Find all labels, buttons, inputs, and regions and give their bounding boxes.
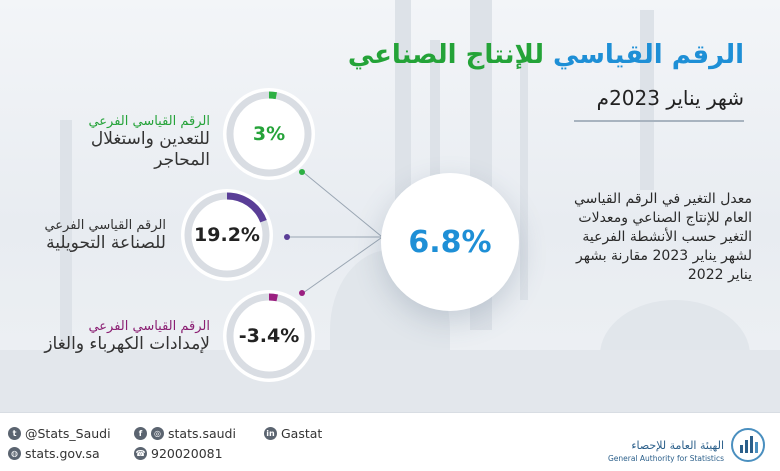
main-value-circle: 6.8%	[381, 173, 519, 311]
electricity-value: -3.4%	[238, 325, 300, 347]
label-mining-line1: للتعدين واستغلال	[90, 129, 210, 149]
twitter-link[interactable]: t @Stats_Saudi	[8, 426, 111, 441]
ring-manufacturing-track	[184, 192, 270, 278]
website-link[interactable]: ◍ stats.gov.sa	[8, 446, 100, 461]
ring-mining-track	[226, 91, 312, 177]
connector-dot-manufacturing	[284, 234, 290, 240]
ring-manufacturing: 19.2%	[181, 189, 273, 281]
description-line: لشهر يناير 2023 مقارنة بشهر	[576, 248, 752, 264]
label-mining-top: الرقم القياسي الفرعي	[88, 114, 210, 129]
instagram-link[interactable]: f ◎ stats.saudi	[134, 426, 236, 441]
mining-value: 3%	[252, 123, 286, 145]
label-mining-line2: المحاجر	[154, 150, 210, 170]
title-part-green: للإنتاج الصناعي	[347, 40, 544, 70]
manufacturing-value: 19.2%	[194, 224, 260, 246]
ring-electricity-arc	[226, 293, 312, 379]
connector-lines	[284, 169, 382, 296]
connector-dot-mining	[299, 169, 305, 175]
page-title: الرقم القياسي للإنتاج الصناعي	[348, 40, 744, 70]
footer: t @Stats_Saudi f ◎ stats.saudi in Gastat…	[0, 412, 780, 471]
subtitle-underline	[574, 120, 744, 122]
twitter-icon: t	[8, 427, 21, 440]
phone-link[interactable]: ☎ 920020081	[134, 446, 223, 461]
instagram-icon: ◎	[151, 427, 164, 440]
label-electricity-top: الرقم القياسي الفرعي	[88, 319, 210, 334]
label-mining: الرقم القياسي الفرعي للتعدين واستغلال ال…	[88, 114, 210, 171]
title-part-blue: الرقم القياسي	[553, 40, 744, 70]
ring-manufacturing-arc	[184, 192, 270, 278]
facebook-icon: f	[134, 427, 147, 440]
org-name-arabic: الهيئة العامة للإحصاء	[631, 439, 724, 452]
twitter-handle: @Stats_Saudi	[25, 426, 111, 441]
description-text: معدل التغير في الرقم القياسي العام للإنت…	[557, 190, 752, 285]
label-manufacturing-line1: للصناعة التحويلية	[46, 233, 166, 253]
ring-electricity: -3.4%	[223, 290, 315, 382]
label-manufacturing: الرقم القياسي الفرعي للصناعة التحويلية	[44, 218, 166, 254]
phone-number: 920020081	[151, 446, 223, 461]
instagram-handle: stats.saudi	[168, 426, 236, 441]
linkedin-link[interactable]: in Gastat	[264, 426, 322, 441]
description-line: العام للإنتاج الصناعي ومعدلات	[578, 210, 752, 226]
gastat-logo-icon	[731, 428, 765, 462]
linkedin-icon: in	[264, 427, 277, 440]
connector-dot-electricity	[299, 290, 305, 296]
label-manufacturing-top: الرقم القياسي الفرعي	[44, 218, 166, 233]
linkedin-handle: Gastat	[281, 426, 323, 441]
label-electricity-line1: لإمدادات الكهرباء والغاز	[44, 334, 210, 354]
description-line: يناير 2022	[687, 267, 752, 283]
ring-mining: 3%	[223, 88, 315, 180]
website-url: stats.gov.sa	[25, 446, 100, 461]
phone-icon: ☎	[134, 447, 147, 460]
org-name-english: General Authority for Statistics	[607, 454, 724, 463]
description-line: معدل التغير في الرقم القياسي	[573, 191, 752, 207]
globe-icon: ◍	[8, 447, 21, 460]
main-value: 6.8%	[408, 224, 492, 260]
label-electricity: الرقم القياسي الفرعي لإمدادات الكهرباء و…	[44, 319, 210, 355]
ring-electricity-track	[226, 293, 312, 379]
ring-mining-arc	[226, 91, 312, 177]
description-line: التغير حسب الأنشطة الفرعية	[582, 229, 752, 245]
period-subtitle: شهر يناير 2023م	[596, 86, 744, 110]
